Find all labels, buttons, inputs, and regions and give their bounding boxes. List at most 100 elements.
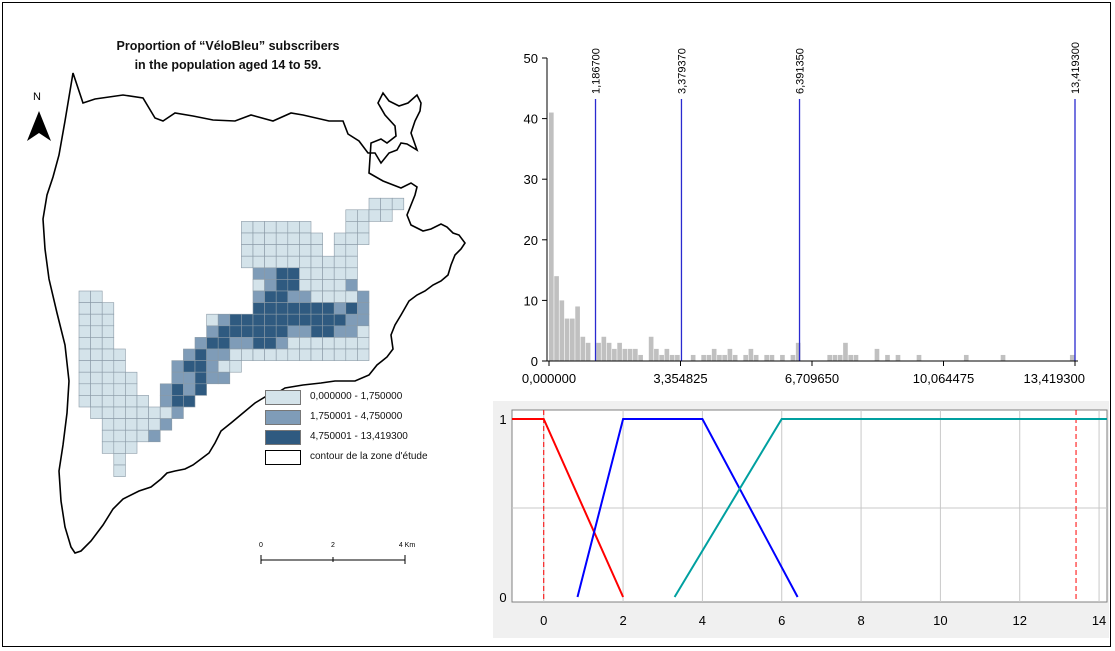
- y-tick-label: 0: [531, 354, 538, 369]
- grid-cell: [368, 209, 381, 222]
- grid-cell: [299, 279, 312, 292]
- grid-cell: [113, 360, 126, 373]
- grid-cell: [310, 313, 323, 327]
- histogram-bar: [732, 354, 738, 361]
- x-tick-label: 6,709650: [785, 371, 839, 386]
- grid-cell: [113, 371, 126, 385]
- histogram-bar: [612, 348, 617, 361]
- grid-cell: [113, 418, 126, 431]
- grid-cell: [90, 302, 103, 315]
- grid-cell: [252, 267, 265, 280]
- histogram-bar: [596, 342, 601, 361]
- grid-cell: [333, 255, 347, 269]
- x-tick-label: 4: [699, 613, 706, 628]
- histogram-bar: [585, 342, 591, 361]
- grid-cell: [113, 464, 126, 477]
- grid-cell: [125, 383, 138, 396]
- grid-cell: [241, 244, 254, 257]
- grid-cell: [322, 337, 335, 350]
- grid-cell: [391, 197, 405, 211]
- grid-cell: [113, 429, 126, 443]
- grid-cell: [264, 325, 277, 338]
- grid-cell: [275, 348, 289, 361]
- grid-cell: [217, 360, 231, 373]
- grid-cell: [90, 371, 103, 385]
- y-tick-label: 30: [524, 172, 538, 187]
- choropleth-grid: [78, 197, 405, 477]
- grid-cell: [101, 313, 115, 327]
- grid-cell: [345, 255, 358, 269]
- grid-cell: [101, 441, 115, 454]
- histogram-chart: 1,186700 3,379370 6,391350 13,419300 50 40 30…: [522, 42, 1085, 386]
- grid-cell: [345, 232, 358, 245]
- grid-cell: [229, 313, 242, 327]
- grid-cell: [357, 232, 370, 245]
- y-tick-label: 1: [499, 412, 506, 427]
- grid-cell: [241, 221, 254, 234]
- grid-cell: [287, 290, 300, 303]
- grid-cell: [78, 395, 91, 408]
- grid-cell: [78, 290, 91, 303]
- grid-cell: [287, 279, 300, 292]
- histogram-bar: [848, 354, 854, 361]
- grid-cell: [183, 371, 196, 385]
- grid-cell: [136, 429, 149, 443]
- grid-cell: [171, 360, 184, 373]
- grid-cell: [264, 279, 277, 292]
- histogram-bar: [617, 342, 622, 361]
- histogram-bar: [769, 354, 775, 361]
- grid-cell: [275, 221, 289, 234]
- grid-cell: [183, 383, 196, 396]
- grid-cell: [252, 255, 265, 269]
- x-tick-label: 2: [619, 613, 626, 628]
- grid-cell: [287, 325, 300, 338]
- histogram-bar: [627, 348, 633, 361]
- grid-cell: [252, 221, 265, 234]
- histogram-y-ticks: 50 40 30 20 10 0: [524, 51, 547, 369]
- grid-cell: [264, 244, 277, 257]
- map-title-line-2: in the population aged 14 to 59.: [134, 58, 322, 72]
- grid-cell: [345, 302, 358, 315]
- histogram-bar: [564, 318, 570, 361]
- grid-cell: [78, 383, 91, 396]
- grid-cell: [310, 232, 323, 245]
- histogram-bar: [711, 348, 717, 361]
- grid-cell: [101, 337, 115, 350]
- grid-cell: [78, 302, 91, 315]
- histogram-bar: [659, 354, 664, 361]
- grid-cell: [241, 232, 254, 245]
- histogram-bar: [706, 354, 712, 361]
- grid-cell: [90, 395, 103, 408]
- grid-cell: [299, 267, 312, 280]
- histogram-bar: [575, 306, 580, 361]
- grid-cell: [322, 255, 335, 269]
- y-tick-label: 50: [524, 51, 538, 66]
- grid-cell: [345, 244, 358, 257]
- grid-cell: [333, 232, 347, 245]
- grid-cell: [159, 418, 173, 431]
- grid-cell: [90, 383, 103, 396]
- histogram-bar: [843, 342, 848, 361]
- class-break-label: 13,419300: [1070, 42, 1082, 94]
- histogram-bar: [837, 354, 843, 361]
- grid-cell: [345, 325, 358, 338]
- membership-series-1: [512, 418, 625, 598]
- grid-cell: [125, 441, 138, 454]
- grid-cell: [275, 302, 289, 315]
- grid-cell: [287, 313, 300, 327]
- grid-cell: [241, 348, 254, 361]
- scale-label-0: 0: [259, 542, 263, 549]
- grid-cell: [287, 302, 300, 315]
- histogram-bar: [753, 354, 759, 361]
- histogram-bar: [690, 354, 696, 361]
- histogram-bar: [780, 354, 785, 361]
- grid-cell: [322, 348, 335, 361]
- grid-cell: [217, 337, 231, 350]
- grid-cell: [275, 325, 289, 338]
- membership-chart: 10 0 2 4 6 8 10 12 14: [493, 401, 1109, 638]
- grid-cell: [113, 441, 126, 454]
- grid-cell: [252, 348, 265, 361]
- grid-cell: [275, 337, 289, 350]
- grid-cell: [345, 221, 358, 234]
- histogram-bar: [570, 318, 575, 361]
